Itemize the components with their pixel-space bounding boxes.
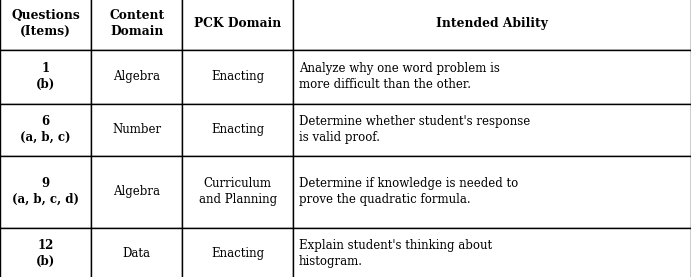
Bar [0,0,91,50]
Text: Determine if knowledge is needed to
prove the quadratic formula.: Determine if knowledge is needed to prov… [299,177,518,206]
Text: Content
Domain: Content Domain [109,9,164,38]
Bar [182,155,293,227]
Bar [182,227,293,277]
Text: Enacting: Enacting [211,123,264,136]
Bar [91,104,182,155]
Text: 9
(a, b, c, d): 9 (a, b, c, d) [12,177,79,206]
Text: 12
(b): 12 (b) [36,239,55,268]
Bar [182,0,293,50]
Bar [91,155,182,227]
Bar [0,155,91,227]
Text: Number: Number [112,123,162,136]
Bar [91,227,182,277]
Text: Curriculum
and Planning: Curriculum and Planning [198,177,277,206]
Bar [293,104,691,155]
Bar [0,104,91,155]
Bar [91,0,182,50]
Text: Questions
(Items): Questions (Items) [11,9,80,38]
Text: Enacting: Enacting [211,70,264,83]
Bar [293,155,691,227]
Bar [91,50,182,104]
Bar [0,50,91,104]
Text: Data: Data [123,247,151,260]
Text: 6
(a, b, c): 6 (a, b, c) [20,115,71,144]
Text: Intended Ability: Intended Ability [436,17,548,30]
Text: Algebra: Algebra [113,185,160,198]
Bar [293,0,691,50]
Text: Explain student's thinking about
histogram.: Explain student's thinking about histogr… [299,239,492,268]
Text: Algebra: Algebra [113,70,160,83]
Bar [182,50,293,104]
Bar [293,227,691,277]
Text: PCK Domain: PCK Domain [194,17,281,30]
Bar [293,50,691,104]
Text: Analyze why one word problem is
more difficult than the other.: Analyze why one word problem is more dif… [299,62,500,91]
Bar [182,104,293,155]
Text: Enacting: Enacting [211,247,264,260]
Bar [0,227,91,277]
Text: Determine whether student's response
is valid proof.: Determine whether student's response is … [299,115,530,144]
Text: 1
(b): 1 (b) [36,62,55,91]
